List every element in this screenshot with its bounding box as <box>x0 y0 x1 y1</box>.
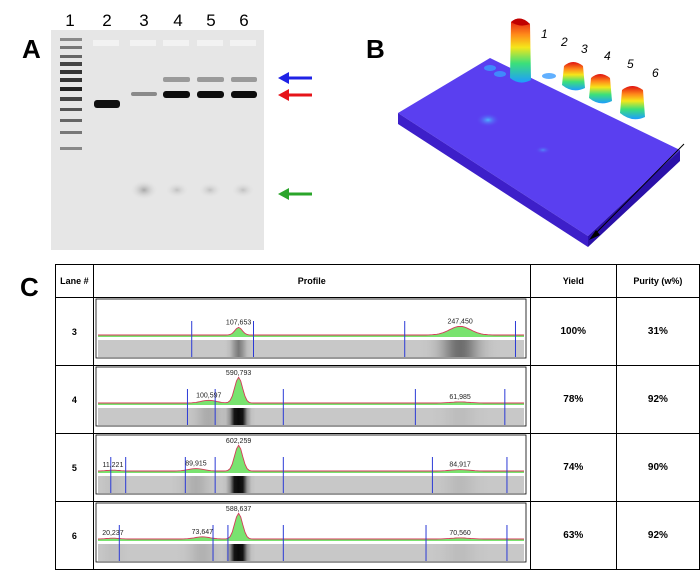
cell-profile: 20,237 73,647 588,637 70,560 <box>92 501 531 570</box>
cell-purity: 92% <box>615 365 700 434</box>
cell-purity: 92% <box>615 501 700 570</box>
table-row: 5 11,221 89,915 602,259 84,917 74% 90% <box>55 433 700 502</box>
arrow-green-low-band <box>278 188 312 200</box>
peak-value: 11,221 <box>102 462 123 469</box>
cell-yield: 74% <box>529 433 617 502</box>
peak-value: 84,917 <box>449 462 471 469</box>
peak-value: 61,985 <box>449 394 471 401</box>
gel-lane-label-3: 3 <box>139 11 149 30</box>
profile-trace: 100,597 590,793 61,985 <box>95 366 527 427</box>
gel-image <box>51 30 312 250</box>
gel-lane-label-1: 1 <box>65 11 75 30</box>
surface-lane-label-5: 5 <box>627 57 634 71</box>
gel-lane-label-4: 4 <box>173 11 183 30</box>
cell-profile: 107,653 247,450 <box>92 297 531 366</box>
arrow-blue-upper-band <box>278 72 312 84</box>
profile-trace: 107,653 247,450 <box>95 298 527 359</box>
peak-value: 70,560 <box>449 530 471 537</box>
panel-label-c: C <box>20 272 39 302</box>
profile-table: Lane # Profile Yield Purity (w%) 3 107,65… <box>55 264 700 570</box>
profile-trace: 20,237 73,647 588,637 70,560 <box>95 502 527 563</box>
surface-lane-label-3: 3 <box>581 42 588 56</box>
gel-lane-label-2: 2 <box>102 11 112 30</box>
peak-value: 588,637 <box>226 506 251 513</box>
panel-label-b: B <box>366 34 385 64</box>
header-purity: Purity (w%) <box>615 264 700 298</box>
arrow-red-main-band <box>278 89 312 101</box>
gel-bands-lanes-4-6 <box>163 77 257 198</box>
surface-lane-label-2: 2 <box>561 35 568 49</box>
peak-value: 20,237 <box>102 530 124 537</box>
peak-value: 602,259 <box>226 438 251 445</box>
cell-lane: 5 <box>55 433 94 502</box>
gel-background <box>51 30 264 250</box>
table-row: 3 107,653 247,450 100% 31% <box>55 297 700 366</box>
surface-lane-label-1: 1 <box>541 27 548 41</box>
header-lane: Lane # <box>55 264 94 298</box>
surface-side-right <box>588 150 680 247</box>
cell-profile: 11,221 89,915 602,259 84,917 <box>92 433 531 502</box>
surface-3d-plot <box>398 18 685 247</box>
gel-band-lane3 <box>131 92 157 96</box>
profile-trace: 11,221 89,915 602,259 84,917 <box>95 434 527 495</box>
peak-value: 590,793 <box>226 370 251 377</box>
surface-side-left <box>398 113 588 247</box>
cell-yield: 100% <box>529 297 617 366</box>
peak-value: 100,597 <box>196 392 221 399</box>
cell-lane: 3 <box>55 297 94 366</box>
peak-value: 89,915 <box>185 461 207 468</box>
gel-band-lane2 <box>94 100 120 108</box>
table-row: 4 100,597 590,793 61,985 78% 92% <box>55 365 700 434</box>
table-row: 6 20,237 73,647 588,637 70,560 63% 92% <box>55 501 700 570</box>
header-yield: Yield <box>529 264 617 298</box>
peak-value: 247,450 <box>447 318 472 325</box>
surface-lane-label-6: 6 <box>652 66 659 80</box>
panel-label-a: A <box>22 34 41 64</box>
cell-lane: 4 <box>55 365 94 434</box>
cell-profile: 100,597 590,793 61,985 <box>92 365 531 434</box>
header-profile: Profile <box>92 264 531 298</box>
peak-value: 107,653 <box>226 319 251 326</box>
gel-smear-lane3 <box>130 180 158 200</box>
cell-yield: 78% <box>529 365 617 434</box>
table-header-row: Lane # Profile Yield Purity (w%) <box>55 264 700 298</box>
cell-purity: 31% <box>615 297 700 366</box>
cell-yield: 63% <box>529 501 617 570</box>
surface-peak-lane1 <box>510 18 531 83</box>
cell-purity: 90% <box>615 433 700 502</box>
cell-lane: 6 <box>55 501 94 570</box>
surface-peaks-lanes <box>562 62 645 120</box>
peak-value: 73,647 <box>191 529 213 536</box>
ladder-bands <box>60 38 82 150</box>
gel-lane-label-6: 6 <box>239 11 249 30</box>
gel-lane-label-5: 5 <box>206 11 216 30</box>
migration-direction-arrow <box>589 143 685 240</box>
surface-lane-label-4: 4 <box>604 49 611 63</box>
